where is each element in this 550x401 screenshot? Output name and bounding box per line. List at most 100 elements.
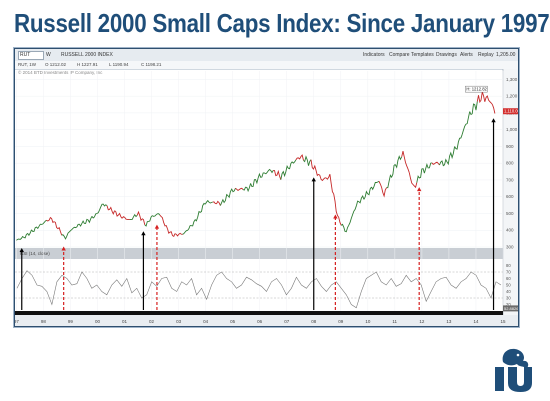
price-axis [503, 69, 518, 326]
signal-arrow-head [141, 231, 146, 236]
price-segment [197, 202, 206, 218]
price-tick-label: 1,200 [506, 94, 518, 99]
time-tick-label: 02 [149, 319, 155, 324]
price-segment [121, 216, 130, 220]
rsi-tick-label: 20 [506, 302, 511, 307]
price-segment [310, 159, 319, 177]
price-segment [152, 213, 161, 217]
price-segment [484, 95, 493, 105]
templates-button[interactable]: Templates [411, 52, 434, 58]
price-segment [136, 210, 146, 226]
price-segment [174, 232, 183, 237]
interval-button[interactable]: W [46, 52, 51, 58]
time-tick-label: 10 [365, 319, 371, 324]
rsi-tick-label: 30 [506, 296, 511, 301]
time-axis-bar [15, 311, 503, 315]
price-segment [190, 216, 199, 227]
price-segment [348, 205, 357, 226]
last-price-label: 1,110.00 [504, 109, 518, 114]
price-segment [378, 181, 387, 198]
price-segment [265, 168, 274, 175]
chart-canvas: RSI (14, close) H: 1212.82 1,300 1,200 1,1… [15, 69, 518, 326]
price-segment [23, 229, 32, 239]
price-segment [227, 188, 236, 199]
signal-arrow-head [416, 187, 422, 192]
compare-button[interactable]: Compare [389, 52, 410, 58]
pane-separator[interactable] [15, 248, 503, 259]
price-tick-label: 400 [506, 228, 514, 233]
signal-arrow-head [154, 224, 160, 229]
price-segment [53, 221, 63, 236]
price-tick-label: 300 [506, 245, 514, 250]
price-segment [318, 173, 327, 182]
last-price-tag [503, 108, 518, 115]
price-tick-label: 1,300 [506, 77, 518, 82]
price-tick-label: 1,000 [506, 127, 518, 132]
price-segment [288, 159, 297, 170]
indicators-button[interactable]: Indicators [363, 52, 385, 58]
time-tick-label: 14 [473, 319, 479, 324]
rsi-value-tag [503, 305, 518, 312]
symbol-description: RUSSELL 2000 INDEX [61, 52, 113, 58]
status-open: O 1212.02 [45, 62, 67, 67]
price-tick-label: 800 [506, 161, 514, 166]
brand-logo [495, 348, 532, 392]
price-segment [371, 180, 380, 191]
price-segment [31, 226, 40, 232]
price-segment [303, 155, 312, 166]
price-tick-label: 600 [506, 194, 514, 199]
time-tick-label: 13 [446, 319, 452, 324]
price-segment [469, 101, 478, 116]
price-segment [219, 193, 229, 206]
symbol-input[interactable] [18, 51, 44, 60]
price-segment [325, 174, 335, 195]
alerts-button[interactable]: Alerts [460, 52, 473, 58]
logo-letter-i-icon [495, 367, 504, 391]
price-segment [16, 235, 25, 241]
price-segment [394, 155, 403, 169]
price-segment [38, 219, 47, 227]
price-segment [408, 172, 418, 189]
signal-arrow-head [491, 118, 496, 123]
time-tick-label: 00 [95, 319, 101, 324]
copyright-note: © 2014 BTD Investments IP Company, Inc [18, 70, 103, 75]
price-segment [280, 164, 289, 180]
rsi-label: RSI (14, close) [20, 251, 50, 256]
price-segment [68, 226, 77, 233]
time-tick-label: 05 [230, 319, 236, 324]
price-segment [341, 223, 350, 233]
rsi-tick-label: 40 [506, 289, 511, 294]
price-tick-label: 900 [506, 144, 514, 149]
rsi-value-label: 52.8826 [504, 306, 518, 311]
price-segment [250, 177, 259, 187]
price-segment [235, 187, 244, 191]
price-segment [454, 134, 463, 150]
signal-arrow-head [311, 177, 316, 182]
peak-annotation-box [465, 85, 488, 93]
status-low: L 1190.94 [109, 62, 129, 67]
price-segment [461, 111, 471, 135]
signal-arrow-head [333, 214, 338, 219]
logo-letter-u-icon [508, 367, 532, 392]
price-segment [401, 150, 410, 173]
price-segment [167, 228, 176, 238]
time-tick-label: 04 [203, 319, 209, 324]
price-segment [439, 158, 448, 167]
chart-frame: RUT W RUSSELL 2000 INDEX Indicators Comp… [14, 48, 519, 327]
price-segment [491, 104, 496, 114]
time-tick-label: 99 [68, 319, 74, 324]
price-segment [212, 200, 221, 206]
price-segment [363, 186, 372, 200]
price-segment [182, 225, 191, 235]
rsi-tick-label: 80 [506, 263, 511, 268]
replay-button[interactable]: Replay [478, 52, 494, 58]
time-tick-label: 06 [257, 319, 263, 324]
rsi-tick-label: 50 [506, 283, 511, 288]
drawings-button[interactable]: Drawings [436, 52, 457, 58]
price-display: 1,205.00 [496, 52, 516, 58]
time-tick-label: 11 [392, 319, 397, 324]
price-segment [159, 214, 168, 229]
time-tick-label: 09 [338, 319, 344, 324]
price-segment [114, 210, 123, 219]
price-segment [423, 162, 433, 174]
